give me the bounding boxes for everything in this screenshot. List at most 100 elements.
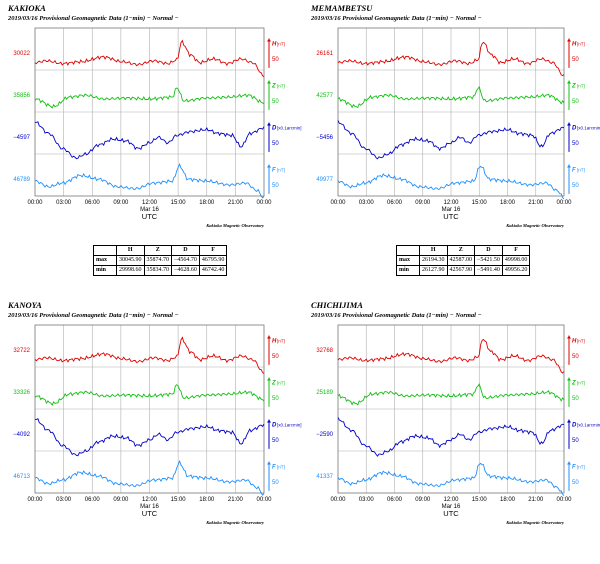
legend-entry-h: H [272, 339, 277, 345]
time-tick-label: 15:00 [171, 200, 187, 206]
min-d: −4628.60 [171, 265, 200, 276]
time-tick-label: 03:00 [359, 497, 375, 503]
max-h: 30045.90 [116, 255, 145, 266]
series-line-h [34, 336, 265, 375]
time-tick-label: 18:00 [199, 200, 215, 206]
plot-frame [337, 324, 565, 494]
legend-entry-z: Z [571, 84, 576, 90]
scale-arrow-icon [567, 38, 571, 42]
legend-unit: [nT] [277, 465, 285, 470]
series-line-z [34, 87, 265, 109]
max-f: 49998.00 [501, 255, 531, 266]
observatory-credit: Kakioka Magnetic Observatory [205, 520, 265, 525]
legend-unit: [nT] [577, 339, 585, 344]
legend-unit: [nT] [277, 168, 285, 173]
scale-value-label: 50 [272, 99, 279, 105]
panel-memambetsu: MEMAMBETSU 2019/03/16 Provisional Geomagn… [303, 0, 600, 276]
scale-value-label: 50 [572, 57, 579, 63]
scale-value-label: 50 [572, 354, 579, 360]
observatory-credit: Kakioka Magnetic Observatory [205, 223, 265, 228]
max-z: 42587.00 [446, 255, 475, 266]
scale-arrow-icon [267, 335, 271, 339]
scale-arrow-icon [267, 38, 271, 42]
legend-entry-d: D [572, 126, 577, 132]
min-h: 26127.90 [419, 265, 448, 276]
series-baseline-label-h: 30022 [13, 51, 30, 57]
time-tick-label: 00:00 [556, 200, 572, 206]
series-line-f [337, 462, 565, 497]
scale-value-label: 50 [572, 480, 579, 486]
x-axis-label: UTC [443, 509, 459, 518]
date-label: Mar 16 [442, 207, 461, 213]
row-min-label: min [396, 265, 420, 276]
scale-value-label: 50 [272, 183, 279, 189]
scale-arrow-icon [567, 419, 571, 423]
scale-arrow-icon [267, 80, 271, 84]
scale-arrow-icon [567, 122, 571, 126]
legend-entry-d: D [272, 126, 277, 132]
min-z: 35834.70 [143, 265, 172, 276]
series-baseline-label-h: 32722 [13, 348, 30, 354]
scale-value-label: 50 [272, 438, 279, 444]
series-line-f [337, 165, 565, 200]
time-tick-label: 15:00 [171, 497, 187, 503]
series-line-d [337, 120, 565, 160]
scale-arrow-icon [567, 335, 571, 339]
time-tick-label: 09:00 [415, 200, 431, 206]
date-label: Mar 16 [140, 504, 159, 510]
series-line-f [34, 162, 265, 199]
scale-arrow-icon [567, 377, 571, 381]
time-tick-label: 00:00 [330, 200, 346, 206]
series-baseline-label-d: −5456 [316, 135, 334, 141]
stats-table-kakioka: H Z D F max 30045.90 35874.70 −4564.70 4… [93, 245, 228, 276]
time-tick-label: 00:00 [27, 497, 43, 503]
scale-value-label: 50 [272, 141, 279, 147]
panel-kakioka: KAKIOKA 2019/03/16 Provisional Geomagneti… [0, 0, 302, 276]
min-d: −5491.40 [474, 265, 503, 276]
time-tick-label: 00:00 [556, 497, 572, 503]
scale-value-label: 50 [272, 396, 279, 402]
legend-unit: [nT] [577, 168, 585, 173]
series-baseline-label-f: 49977 [316, 177, 333, 183]
scale-arrow-icon [267, 122, 271, 126]
chart-kanoya: KANOYA 2019/03/16 Provisional Geomagnetic… [7, 300, 302, 525]
max-z: 35874.70 [143, 255, 172, 266]
col-d: D [171, 245, 200, 256]
series-baseline-label-f: 46713 [13, 474, 30, 480]
min-f: 49956.20 [501, 265, 531, 276]
series-line-d [337, 417, 565, 457]
legend-entry-f: F [572, 168, 576, 174]
time-tick-label: 00:00 [256, 497, 272, 503]
legend-unit: [nT] [277, 84, 285, 89]
chart-subtitle: 2019/03/16 Provisional Geomagnetic Data … [7, 15, 179, 22]
col-d: D [474, 245, 503, 256]
min-f: 46742.40 [198, 265, 228, 276]
time-tick-label: 06:00 [85, 200, 101, 206]
legend-unit: [nT] [277, 381, 285, 386]
time-tick-label: 09:00 [415, 497, 431, 503]
max-d: −5421.50 [474, 255, 503, 266]
observatory-credit: Kakioka Magnetic Observatory [505, 520, 565, 525]
time-tick-label: 03:00 [56, 497, 72, 503]
series-baseline-label-d: −4597 [13, 135, 31, 141]
col-z: Z [143, 245, 172, 256]
chart-kakioka: KAKIOKA 2019/03/16 Provisional Geomagneti… [7, 3, 302, 228]
time-tick-label: 06:00 [387, 497, 403, 503]
panel-chichijima: CHICHIJIMA 2019/03/16 Provisional Geomagn… [303, 297, 600, 564]
time-tick-label: 09:00 [113, 200, 129, 206]
scale-arrow-icon [267, 461, 271, 465]
series-baseline-label-z: 42577 [316, 93, 333, 99]
time-tick-label: 18:00 [500, 497, 516, 503]
series-baseline-label-d: −4092 [13, 432, 31, 438]
panel-kanoya: KANOYA 2019/03/16 Provisional Geomagnetic… [0, 297, 302, 564]
series-line-z [34, 384, 265, 407]
series-line-d [35, 418, 265, 457]
series-baseline-label-z: 33326 [13, 390, 30, 396]
series-baseline-label-f: 46789 [13, 177, 30, 183]
series-baseline-label-h: 32768 [316, 348, 333, 354]
series-baseline-label-z: 35856 [13, 93, 30, 99]
scale-value-label: 50 [272, 57, 279, 63]
col-f: F [501, 245, 531, 256]
series-baseline-label-h: 26161 [316, 51, 333, 57]
series-baseline-label-z: 25189 [316, 390, 333, 396]
